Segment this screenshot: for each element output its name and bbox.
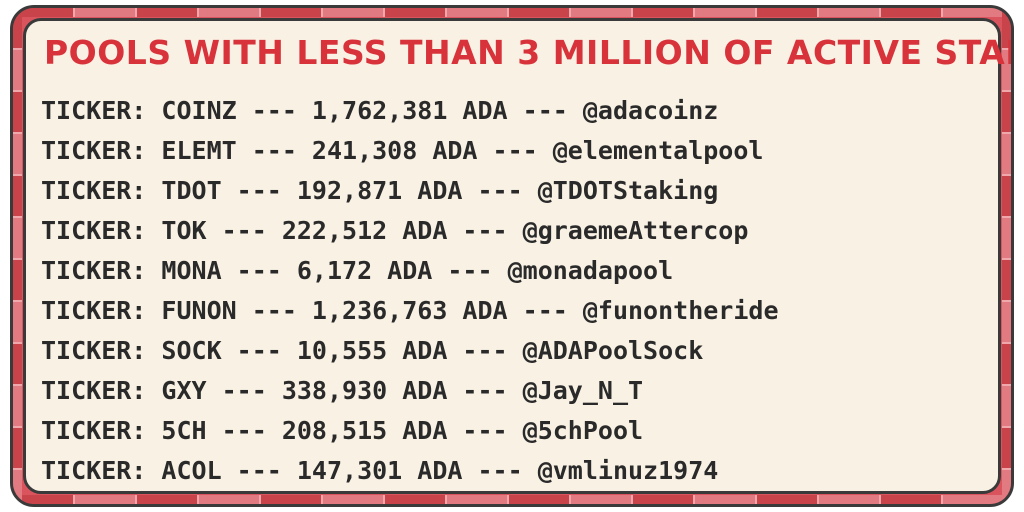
pool-row: TICKER: TOK --- 222,512 ADA --- @graemeA…: [41, 216, 749, 245]
brick-border-right: [1002, 8, 1011, 504]
brick-border-bottom: [13, 495, 1011, 504]
pool-row: TICKER: COINZ --- 1,762,381 ADA --- @ada…: [41, 96, 719, 125]
pool-row: TICKER: SOCK --- 10,555 ADA --- @ADAPool…: [41, 336, 704, 365]
brick-frame: POOLS WITH LESS THAN 3 MILLION OF ACTIVE…: [10, 5, 1014, 507]
pool-row: TICKER: MONA --- 6,172 ADA --- @monadapo…: [41, 256, 674, 285]
pool-row: TICKER: GXY --- 338,930 ADA --- @Jay_N_T: [41, 376, 644, 405]
pool-row: TICKER: 5CH --- 208,515 ADA --- @5chPool: [41, 416, 644, 445]
pool-row: TICKER: ACOL --- 147,301 ADA --- @vmlinu…: [41, 456, 719, 485]
content-panel: POOLS WITH LESS THAN 3 MILLION OF ACTIVE…: [23, 18, 1011, 494]
brick-border-top: [13, 8, 1011, 17]
brick-border-left: [13, 8, 22, 504]
pool-list: TICKER: COINZ --- 1,762,381 ADA --- @ada…: [41, 91, 779, 491]
pool-row: TICKER: ELEMT --- 241,308 ADA --- @eleme…: [41, 136, 764, 165]
page-title: POOLS WITH LESS THAN 3 MILLION OF ACTIVE…: [44, 33, 1014, 72]
pool-row: TICKER: TDOT --- 192,871 ADA --- @TDOTSt…: [41, 176, 719, 205]
pool-row: TICKER: FUNON --- 1,236,763 ADA --- @fun…: [41, 296, 779, 325]
